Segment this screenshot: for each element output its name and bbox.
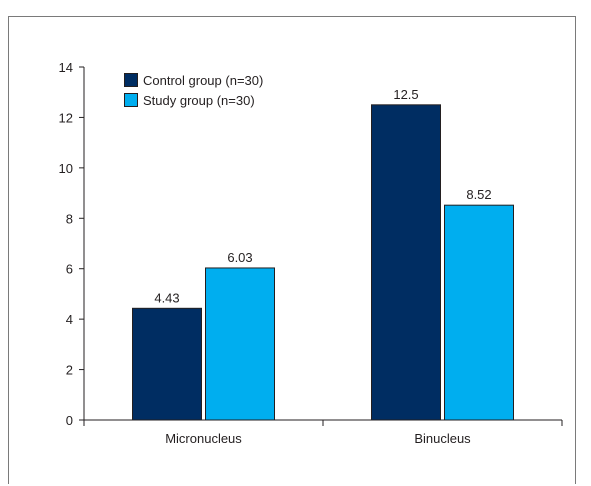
legend-label-control: Control group (n=30) <box>143 72 264 88</box>
y-tick-label: 12 <box>59 110 73 125</box>
y-tick-label: 2 <box>66 363 73 378</box>
bar <box>132 307 202 421</box>
bar-value-label: 12.5 <box>393 87 418 102</box>
figure-frame <box>8 16 576 484</box>
x-category-label: Binucleus <box>414 431 471 446</box>
bar <box>371 104 441 421</box>
bars <box>132 104 514 421</box>
legend-swatch-study <box>124 93 138 107</box>
bar-value-label: 8.52 <box>466 187 491 202</box>
y-tick-label: 4 <box>66 312 73 327</box>
legend-item-study: Study group (n=30) <box>124 90 263 110</box>
axes: 0 2 4 6 8 10 12 14 Micronucleus Binucleus <box>59 60 563 446</box>
legend-swatch-control <box>124 73 138 87</box>
legend-item-control: Control group (n=30) <box>124 70 263 90</box>
y-tick-label: 10 <box>59 161 73 176</box>
y-tick-label: 14 <box>59 60 73 75</box>
y-tick-label: 8 <box>66 211 73 226</box>
bar-value-label: 4.43 <box>154 290 179 305</box>
legend-label-study: Study group (n=30) <box>143 92 255 108</box>
data-labels: 4.43 6.03 12.5 8.52 <box>154 87 491 305</box>
legend: Control group (n=30) Study group (n=30) <box>124 70 263 110</box>
bar <box>205 267 275 421</box>
bar <box>444 204 514 421</box>
y-tick-label: 6 <box>66 262 73 277</box>
bar-value-label: 6.03 <box>227 250 252 265</box>
y-tick-label: 0 <box>66 413 73 428</box>
x-category-label: Micronucleus <box>165 431 242 446</box>
